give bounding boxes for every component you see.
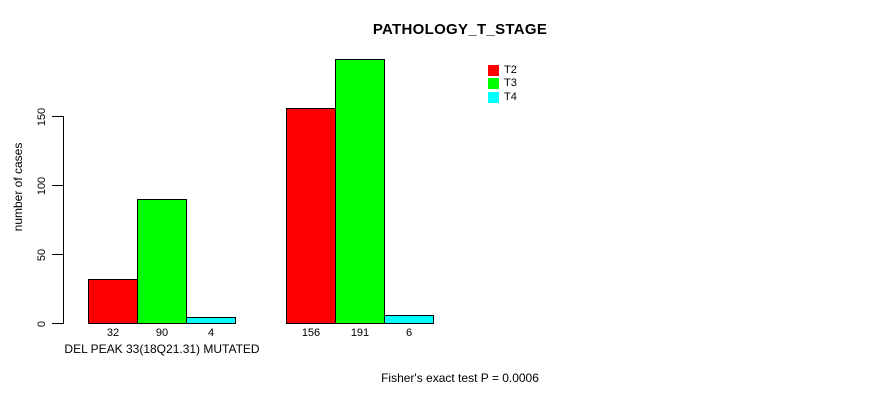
chart-title: PATHOLOGY_T_STAGE <box>372 21 548 38</box>
stat-annotation: Fisher's exact test P = 0.0006 <box>381 371 539 385</box>
bar-t2-group1 <box>88 279 138 324</box>
y-tick-label: 150 <box>36 107 48 126</box>
bar-t3-group2 <box>335 59 385 324</box>
legend-label: T3 <box>504 77 517 90</box>
bar-value-label: 191 <box>350 327 370 339</box>
legend-label: T2 <box>504 64 517 76</box>
y-tick-label: 50 <box>36 248 48 261</box>
bar-t2-group2 <box>286 108 336 324</box>
bar-t4-group2 <box>384 315 434 324</box>
x-axis-group-label: DEL PEAK 33(18Q21.31) MUTATED <box>64 342 260 356</box>
bar-t3-group1 <box>137 199 187 324</box>
y-tick-mark <box>52 185 64 186</box>
legend: T2 T3 T4 <box>488 65 517 105</box>
legend-item-t3: T3 <box>488 77 517 90</box>
bar-t4-group1 <box>186 317 236 324</box>
bar-value-label: 156 <box>301 327 321 339</box>
bar-value-label: 6 <box>405 327 413 339</box>
bar-value-label: 90 <box>155 327 169 339</box>
legend-swatch-t3 <box>488 78 499 90</box>
legend-swatch-t2 <box>488 65 499 76</box>
y-tick-label: 100 <box>36 176 48 195</box>
y-tick-label: 0 <box>36 320 48 327</box>
legend-swatch-t4 <box>488 91 499 103</box>
y-axis-title: number of cases <box>11 142 25 232</box>
y-tick-mark <box>52 116 64 117</box>
legend-item-t4: T4 <box>488 90 517 103</box>
bar-value-label: 32 <box>106 327 120 339</box>
y-tick-mark <box>52 254 64 255</box>
legend-item-t2: T2 <box>488 65 517 76</box>
y-axis-line <box>63 116 64 324</box>
legend-label: T4 <box>504 90 517 103</box>
bar-value-label: 4 <box>207 327 215 339</box>
y-tick-mark <box>52 323 64 324</box>
